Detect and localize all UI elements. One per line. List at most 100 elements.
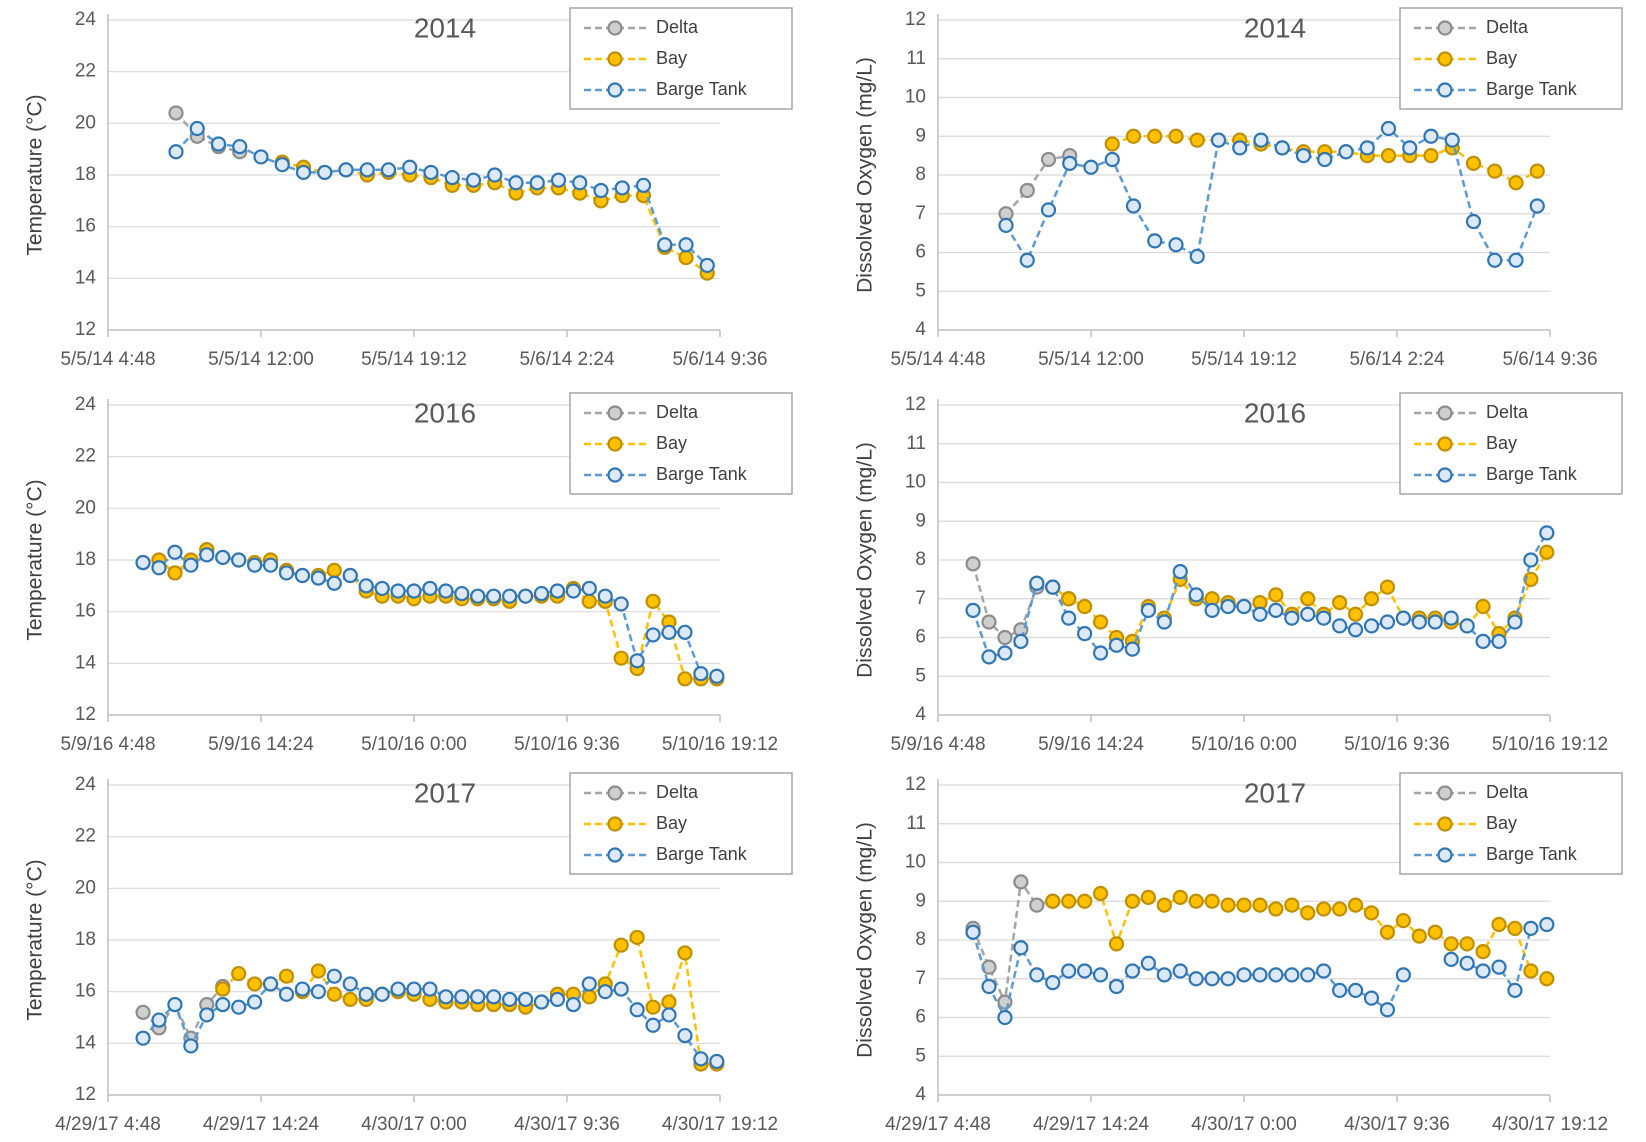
data-point [1147,233,1163,249]
series-line [221,935,717,1066]
data-point [1029,967,1045,983]
data-point [1061,610,1077,626]
data-point [1363,591,1380,607]
data-point [1124,963,1141,979]
data-point [374,986,390,1002]
data-point [338,162,354,178]
data-point [1379,614,1396,630]
y-tick-label: 5 [915,1045,926,1066]
x-tick-label: 5/5/14 19:12 [361,349,467,370]
data-point [981,649,997,665]
x-tick-label: 4/29/17 14:24 [203,1114,320,1135]
y-tick-label: 24 [75,774,97,795]
legend-marker [607,785,623,801]
y-tick-label: 12 [905,394,926,415]
data-point [549,583,566,599]
data-point [294,981,311,997]
data-point [1168,237,1184,253]
legend-marker [607,436,623,452]
data-point [613,650,629,666]
chart-title: 2017 [1244,777,1306,808]
data-point [1108,936,1125,952]
data-point [1529,163,1545,179]
data-point [168,144,184,160]
data-point [1539,544,1555,560]
data-point [1077,893,1093,909]
data-point [1108,978,1125,995]
data-point [1507,920,1523,936]
data-point [1316,610,1332,626]
data-point [1040,151,1057,168]
data-point [549,991,566,1008]
legend-label: Bay [656,433,687,453]
data-point [597,588,613,604]
data-point [1491,633,1507,649]
y-tick-label: 12 [75,1084,96,1105]
x-tick-label: 5/5/14 19:12 [1191,349,1297,370]
data-point [1395,913,1411,929]
x-tick-label: 4/30/17 9:36 [1344,1114,1450,1135]
data-point [1475,633,1491,649]
data-point [1172,963,1188,979]
data-point [1204,602,1220,618]
data-point [390,981,406,997]
data-point [1539,971,1555,987]
data-point [661,1007,677,1023]
data-point [1379,924,1396,940]
data-point [709,668,725,684]
series-line [142,985,224,1042]
y-tick-label: 12 [75,704,96,725]
legend-marker [607,467,623,483]
data-point [1295,148,1312,164]
y-tick-label: 10 [905,852,926,873]
x-tick-label: 5/10/16 19:12 [662,734,778,755]
x-tick-label: 4/30/17 0:00 [361,1114,467,1135]
data-point [294,567,311,584]
data-point [1204,893,1220,909]
data-point [1252,967,1268,983]
y-tick-label: 11 [906,813,926,834]
data-point [253,149,269,165]
data-point [262,976,279,992]
y-axis-label: Temperature (°C) [24,94,47,255]
y-tick-label: 20 [75,497,96,518]
data-point [1013,874,1029,890]
data-point [693,666,709,682]
data-point [565,996,581,1013]
y-tick-label: 22 [75,446,96,467]
data-point [168,105,184,121]
data-point [1411,928,1427,944]
data-point [167,544,183,560]
data-point [1189,248,1205,264]
data-point [965,602,981,618]
chart-panel: 12 14 16 18 20 22 24 5/9/16 4:48 5/9/16 14:24 5/1… [24,392,793,755]
data-point [1253,132,1269,148]
data-point [151,560,167,576]
y-tick-label: 24 [75,394,97,415]
data-point [247,994,263,1010]
x-tick-label: 5/9/16 4:48 [890,734,985,755]
data-point [1284,897,1300,913]
data-point [1204,971,1220,987]
y-tick-label: 18 [75,549,96,570]
data-point [1465,213,1482,230]
data-point [1147,128,1163,144]
data-point [1125,198,1142,214]
data-point [199,1007,215,1023]
data-point [1188,893,1204,909]
x-tick-label: 5/10/16 19:12 [1492,734,1608,755]
data-point [1140,602,1156,618]
data-point [965,556,981,572]
data-point [326,562,342,578]
data-point [438,583,454,599]
data-point [310,984,326,1000]
data-point [406,981,422,997]
data-point [262,557,279,573]
data-point [981,978,997,995]
data-point [1475,944,1491,960]
data-point [1539,525,1555,541]
series-line [175,112,241,154]
data-point [517,991,534,1008]
data-point [502,991,518,1008]
y-axis-label: Temperature (°C) [24,479,47,640]
